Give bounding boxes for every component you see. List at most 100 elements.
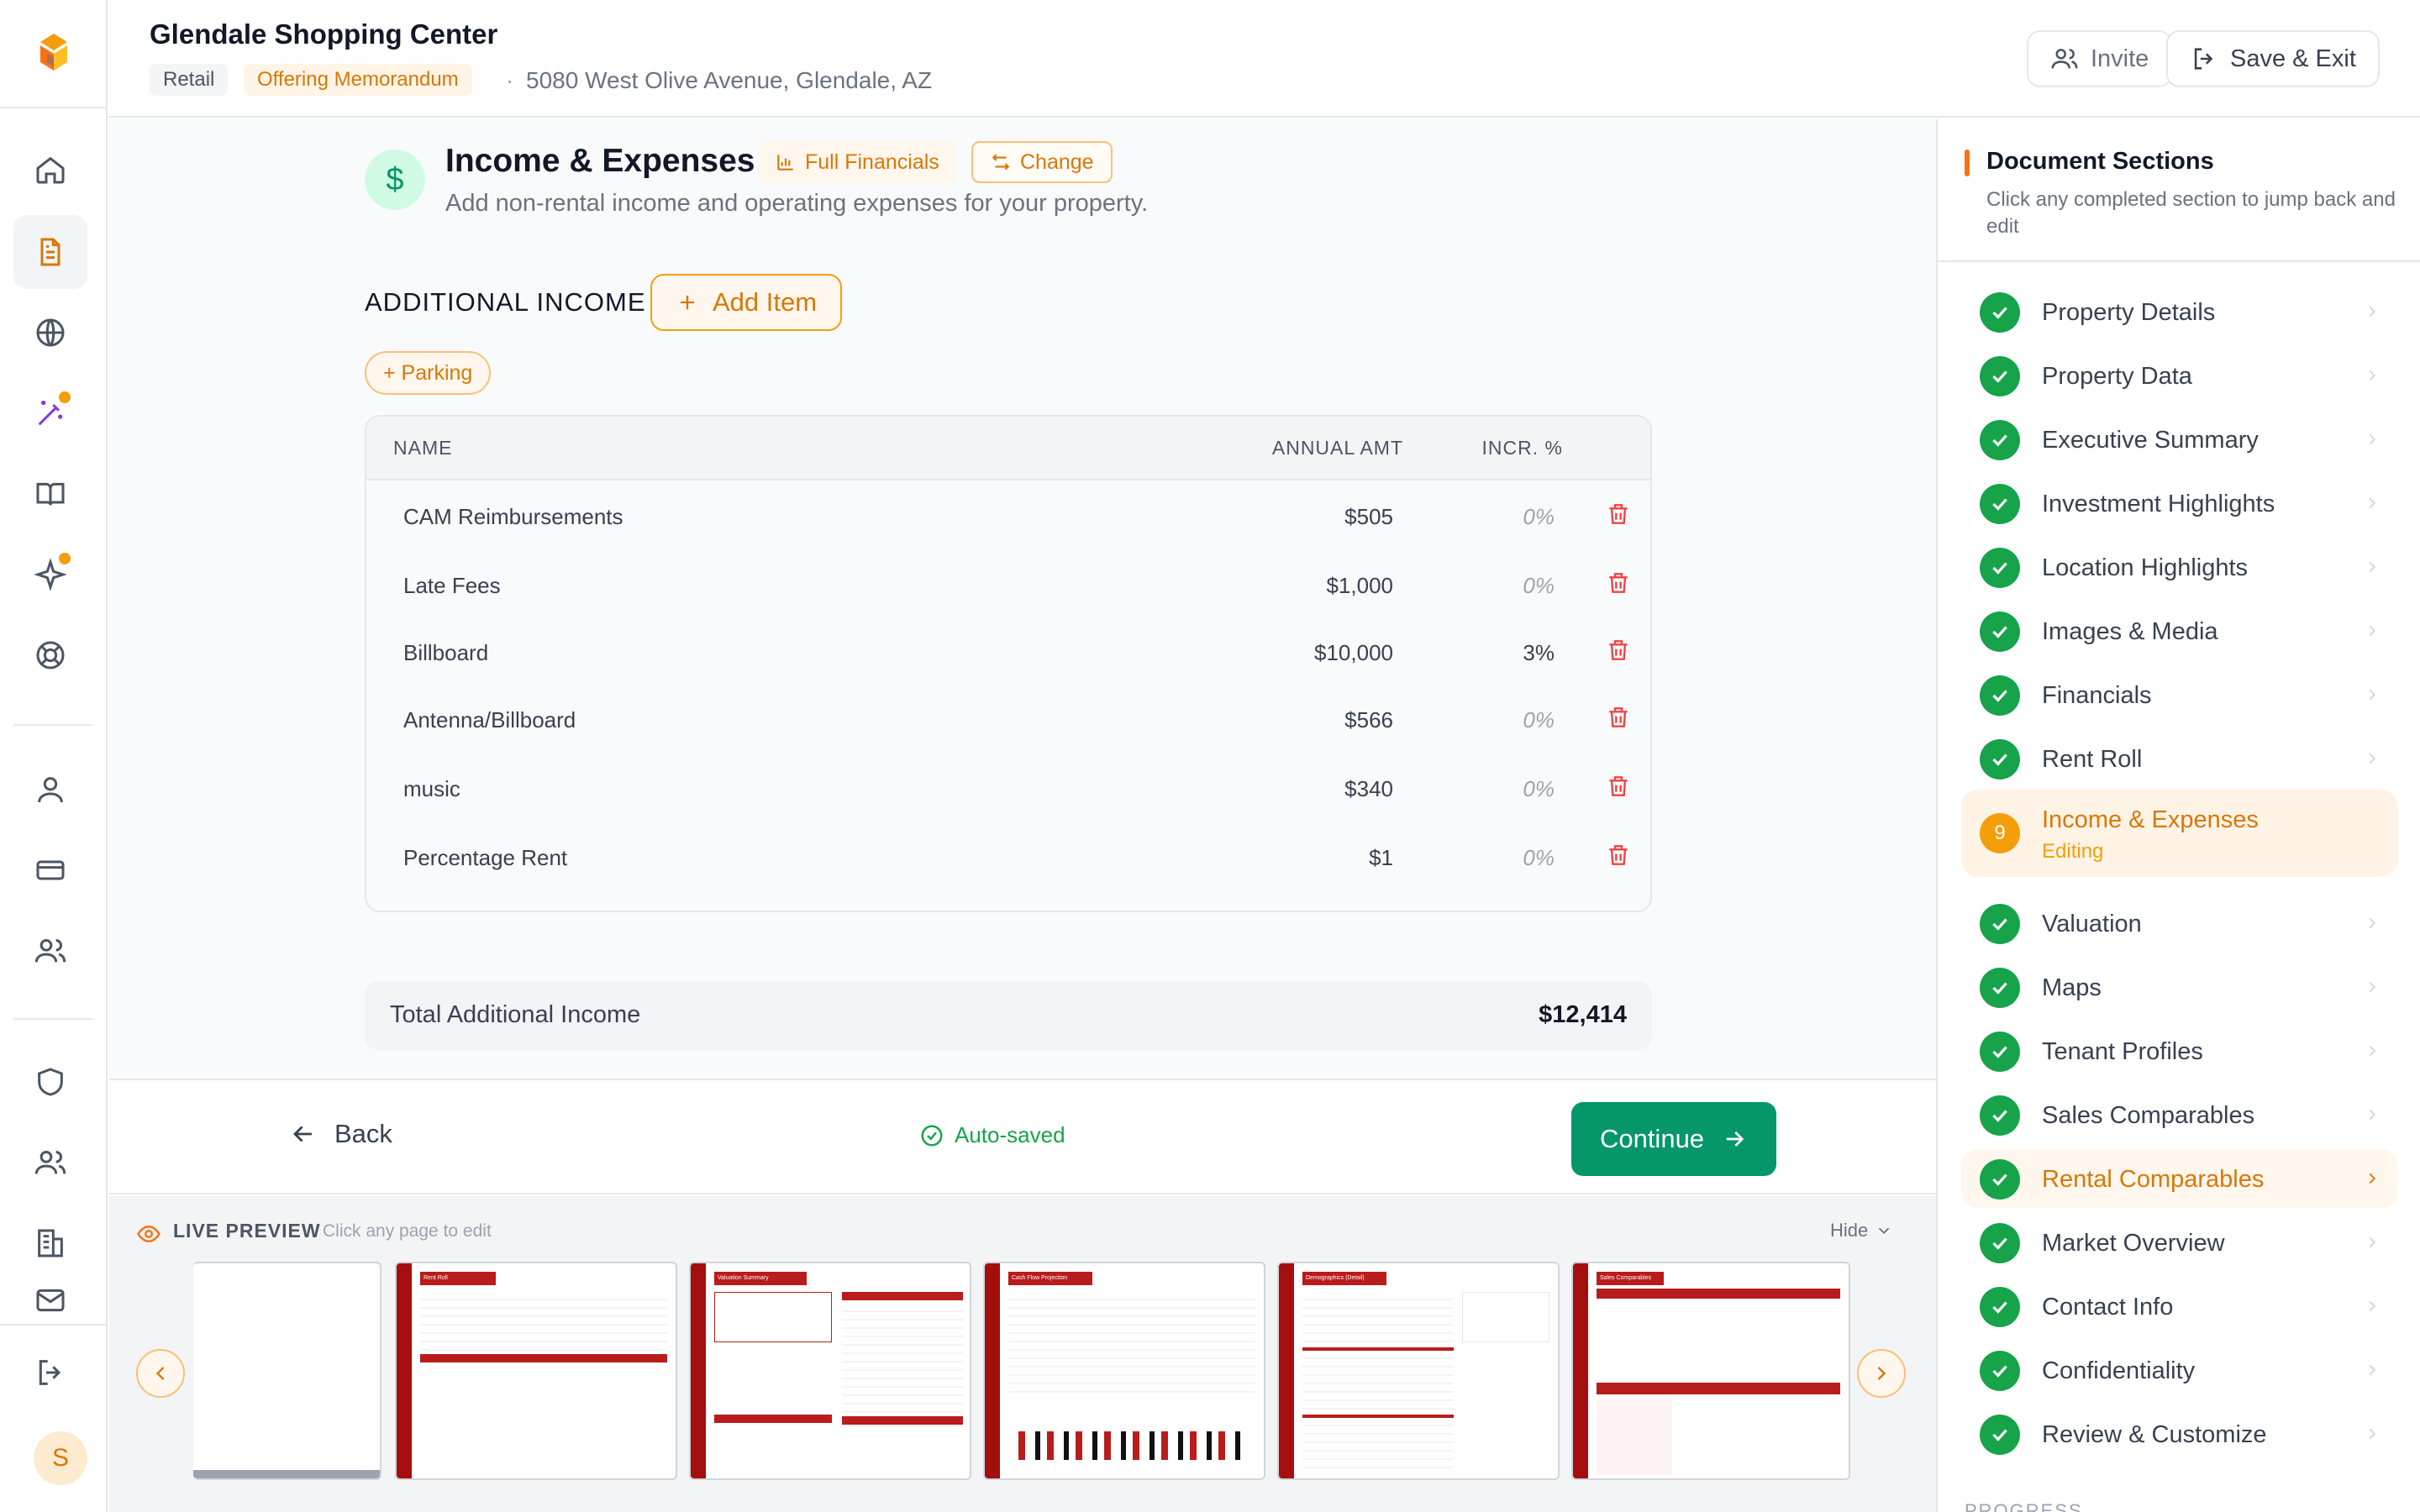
sidebar-item-property-details[interactable]: Property Details: [1961, 282, 2398, 341]
nav-sparkle-button[interactable]: [13, 538, 87, 612]
preview-page-thumbnail[interactable]: Rent Roll: [395, 1262, 677, 1480]
full-financials-badge[interactable]: Full Financials: [758, 141, 956, 183]
sidebar-item-review-customize[interactable]: Review & Customize: [1961, 1404, 2398, 1463]
plus-icon: [680, 295, 695, 310]
nav-security-button[interactable]: [13, 1045, 87, 1119]
sidebar-item-sales-comparables[interactable]: Sales Comparables: [1961, 1085, 2398, 1144]
trash-icon[interactable]: [1605, 704, 1632, 731]
user-avatar[interactable]: S: [34, 1431, 87, 1485]
app-logo[interactable]: [29, 29, 79, 79]
nav-billing-button[interactable]: [13, 833, 87, 907]
preview-prev-button[interactable]: [136, 1349, 185, 1398]
nav-buildings-button[interactable]: [13, 1206, 87, 1280]
nav-profile-button[interactable]: [13, 753, 87, 827]
autosave-status: Auto-saved: [919, 1122, 1065, 1148]
preview-page-thumbnail[interactable]: Cash Flow Projection: [983, 1262, 1265, 1480]
nav-globe-button[interactable]: [13, 296, 87, 370]
table-row[interactable]: music $340 0%: [366, 753, 1650, 822]
table-row[interactable]: Billboard $10,000 3%: [366, 617, 1650, 685]
sparkle-icon: [34, 558, 67, 591]
trash-icon[interactable]: [1605, 842, 1632, 869]
nav-library-button[interactable]: [13, 457, 87, 531]
hide-preview-toggle[interactable]: Hide: [1830, 1220, 1893, 1242]
sidebar-item-rental-comparables[interactable]: Rental Comparables: [1961, 1149, 2398, 1208]
income-amount[interactable]: $505: [1344, 504, 1393, 529]
logout-icon: [39, 1360, 61, 1385]
sidebar-item-financials[interactable]: Financials: [1961, 665, 2398, 724]
back-button[interactable]: Back: [289, 1119, 392, 1149]
shield-icon: [38, 1068, 63, 1096]
trash-icon[interactable]: [1605, 773, 1632, 800]
sidebar-item-images-media[interactable]: Images & Media: [1961, 601, 2398, 660]
invite-button[interactable]: Invite: [2027, 30, 2173, 87]
chevron-right-icon: [2369, 433, 2376, 445]
nav-documents-button[interactable]: [13, 215, 87, 289]
nav-magic-button[interactable]: [13, 376, 87, 450]
preview-page-thumbnail[interactable]: [193, 1262, 381, 1480]
chevron-right-icon: [2369, 306, 2376, 318]
sidebar-item-location-highlights[interactable]: Location Highlights: [1961, 538, 2398, 596]
trash-icon[interactable]: [1605, 501, 1632, 528]
table-row[interactable]: 1 $2 0%: [366, 889, 1650, 912]
nav-contacts-button[interactable]: [13, 1126, 87, 1200]
table-row[interactable]: Antenna/Billboard $566 0%: [366, 684, 1650, 753]
sidebar-item-market-overview[interactable]: Market Overview: [1961, 1213, 2398, 1272]
trash-icon[interactable]: [1605, 570, 1632, 596]
sidebar-item-contact-info[interactable]: Contact Info: [1961, 1277, 2398, 1336]
trash-icon[interactable]: [1605, 637, 1632, 664]
save-exit-button[interactable]: Save & Exit: [2166, 30, 2380, 87]
table-row[interactable]: CAM Reimbursements $505 0%: [366, 480, 1650, 549]
sidebar-item-rent-roll[interactable]: Rent Roll: [1961, 729, 2398, 788]
income-increase[interactable]: 0%: [1523, 504, 1555, 529]
income-amount[interactable]: $1: [1369, 845, 1393, 870]
sidebar-item-tenant-profiles[interactable]: Tenant Profiles: [1961, 1021, 2398, 1080]
sidebar-item-valuation[interactable]: Valuation: [1961, 894, 2398, 953]
sidebar-item-investment-highlights[interactable]: Investment Highlights: [1961, 474, 2398, 533]
sidebar-item-maps[interactable]: Maps: [1961, 958, 2398, 1016]
sidebar-item-income-expenses[interactable]: 9 Income & Expenses Editing: [1961, 790, 2398, 877]
preview-page-thumbnail[interactable]: Valuation Summary: [689, 1262, 971, 1480]
nav-home-button[interactable]: [13, 133, 87, 207]
sidebar-item-confidentiality[interactable]: Confidentiality: [1961, 1341, 2398, 1399]
table-row[interactable]: Percentage Rent $1 0%: [366, 822, 1650, 890]
left-nav-rail: S: [0, 0, 108, 1512]
income-increase[interactable]: 3%: [1523, 640, 1555, 665]
credit-card-icon: [36, 860, 65, 880]
suggestion-chip-parking[interactable]: + Parking: [365, 351, 492, 395]
income-amount[interactable]: $10,000: [1314, 640, 1393, 665]
income-name[interactable]: Antenna/Billboard: [403, 707, 576, 732]
income-name[interactable]: Late Fees: [403, 573, 501, 598]
income-increase[interactable]: 0%: [1523, 776, 1555, 801]
thumbnail-title: Rent Roll: [420, 1272, 496, 1285]
table-row[interactable]: Late Fees $1,000 0%: [366, 549, 1650, 618]
chevron-down-icon: [1879, 1227, 1890, 1235]
income-amount[interactable]: $1,000: [1326, 573, 1393, 598]
preview-next-button[interactable]: [1857, 1349, 1906, 1398]
nav-team-button[interactable]: [13, 914, 87, 988]
income-increase[interactable]: 0%: [1523, 845, 1555, 870]
logout-button[interactable]: [13, 1336, 87, 1410]
sidebar-title: Document Sections: [1986, 148, 2214, 175]
income-amount[interactable]: $340: [1344, 776, 1393, 801]
add-item-button[interactable]: Add Item: [650, 274, 843, 331]
nav-mail-button[interactable]: [13, 1284, 87, 1317]
income-name[interactable]: Billboard: [403, 640, 489, 665]
sidebar-item-status: Editing: [2042, 840, 2104, 863]
income-name[interactable]: CAM Reimbursements: [403, 504, 623, 529]
continue-button[interactable]: Continue: [1571, 1102, 1776, 1176]
nav-support-button[interactable]: [13, 618, 87, 692]
income-amount[interactable]: $566: [1344, 707, 1393, 732]
chevron-right-icon: [2369, 753, 2376, 764]
preview-page-thumbnail[interactable]: Sales Comparables: [1571, 1262, 1850, 1480]
sidebar-item-property-data[interactable]: Property Data: [1961, 346, 2398, 405]
income-increase[interactable]: 0%: [1523, 573, 1555, 598]
income-increase[interactable]: 0%: [1523, 707, 1555, 732]
sidebar-item-executive-summary[interactable]: Executive Summary: [1961, 410, 2398, 469]
hide-label: Hide: [1830, 1220, 1869, 1241]
income-name[interactable]: music: [403, 776, 460, 801]
thumbnail-title: Valuation Summary: [714, 1272, 807, 1285]
trash-icon[interactable]: [1605, 909, 1632, 912]
preview-page-thumbnail[interactable]: Demographics (Detail): [1277, 1262, 1560, 1480]
income-name[interactable]: Percentage Rent: [403, 845, 568, 870]
change-mode-button[interactable]: Change: [971, 141, 1113, 183]
